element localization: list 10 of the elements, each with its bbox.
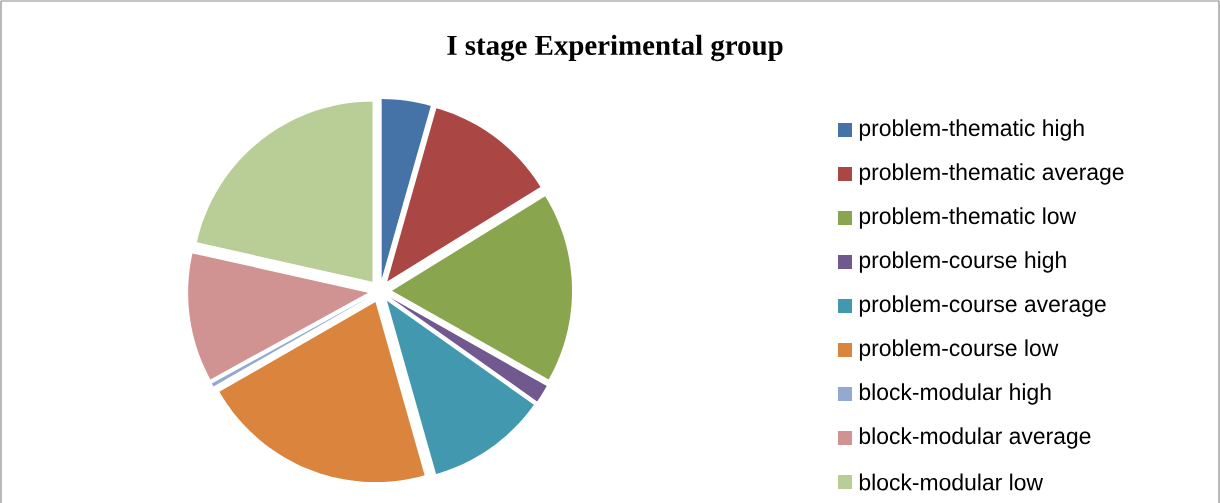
legend-label: problem-thematic high [859,119,1084,141]
legend-label: problem-course low [859,339,1059,361]
legend-label: block-modular low [859,473,1044,491]
legend-label: problem-thematic average [859,163,1124,185]
chart-title: I stage Experimental group [447,34,783,62]
legend-label: block-modular high [859,383,1051,405]
legend-label: problem-thematic low [859,207,1077,229]
legend-label: problem-course high [859,251,1066,273]
legend-label: problem-course average [859,295,1106,317]
legend-label: block-modular average [859,427,1091,449]
